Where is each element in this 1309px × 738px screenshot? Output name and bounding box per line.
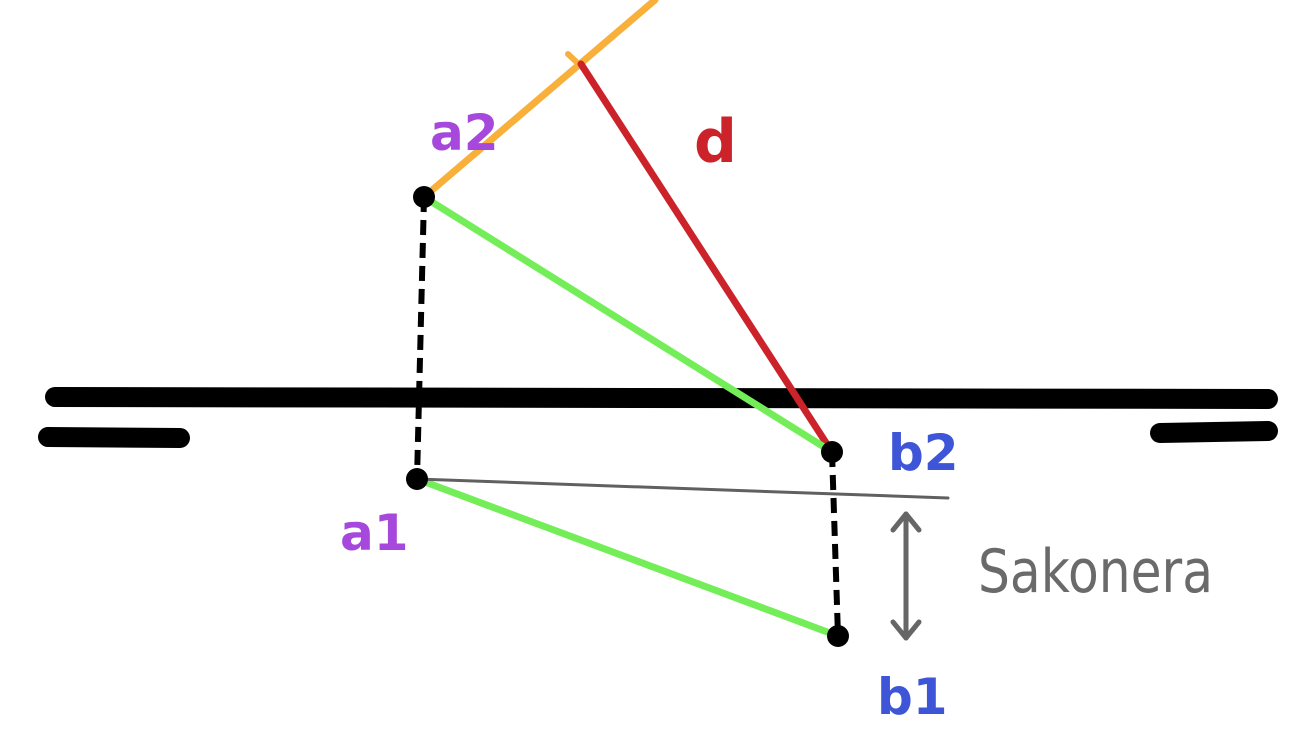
dashed-line-a [414, 196, 427, 480]
label-b1: b1 [877, 668, 948, 726]
point-a1 [406, 468, 428, 490]
axis-main-line [45, 387, 1278, 409]
label-b2: b2 [888, 424, 959, 482]
projection-axis [38, 387, 1278, 448]
red-line-d [577, 60, 836, 456]
label-a2: a2 [430, 104, 499, 162]
point-a2 [413, 186, 435, 208]
label-d: d [694, 107, 737, 177]
point-b2 [821, 441, 843, 463]
green-line-lower [413, 475, 842, 640]
double-headed-arrow-icon [890, 511, 922, 641]
axis-left-short-line [38, 427, 190, 448]
orange-line-a2 [420, 0, 659, 201]
label-a1: a1 [340, 504, 409, 562]
green-line-upper [420, 193, 836, 456]
point-b1 [827, 625, 849, 647]
label-sakonera: Sakonera [978, 537, 1213, 607]
gray-line-a1 [415, 477, 950, 500]
axis-right-short-line [1150, 421, 1278, 443]
dashed-line-b [829, 451, 841, 637]
